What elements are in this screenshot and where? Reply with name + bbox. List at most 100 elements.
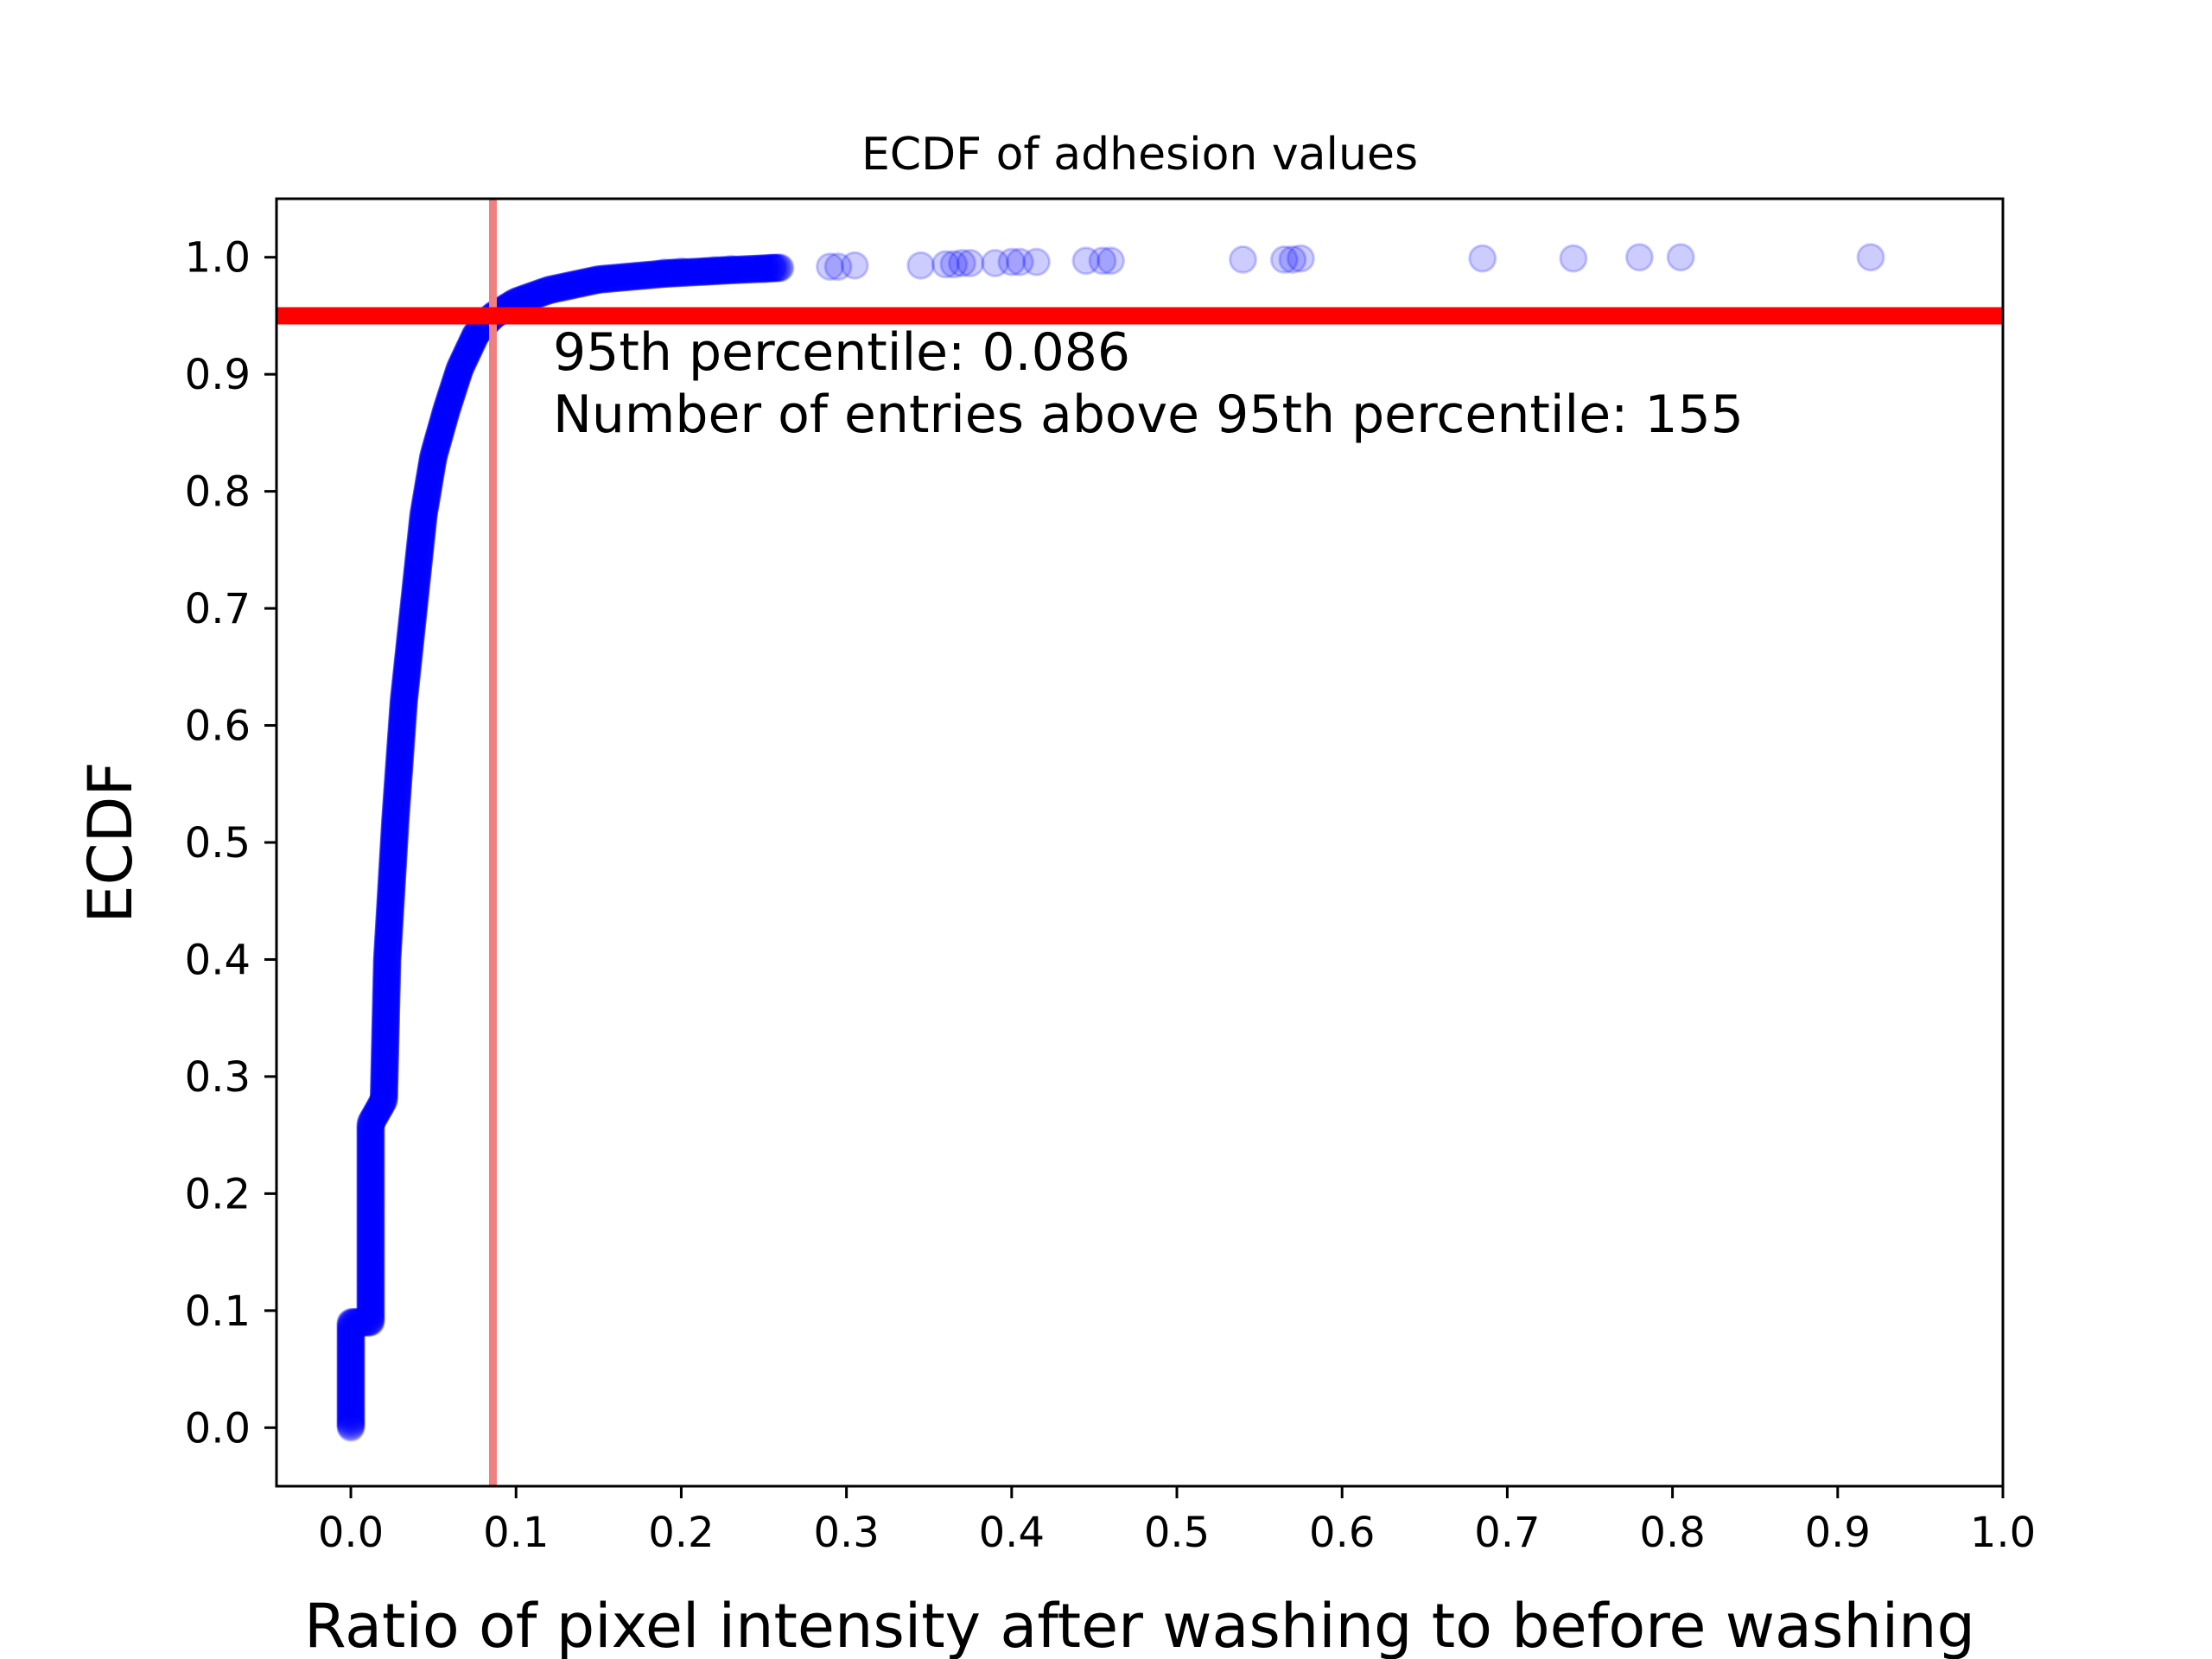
ecdf-point [336,1406,365,1435]
ecdf-point [336,1311,365,1340]
ecdf-point [378,840,408,869]
ecdf-point [356,1200,385,1230]
ecdf-point [738,254,767,283]
ecdf-point [416,459,445,488]
ecdf-point [394,639,423,669]
ecdf-point [356,1288,385,1318]
ecdf-point [624,261,653,290]
ecdf-point [696,257,726,286]
ecdf-point [395,634,424,664]
ecdf-point [1559,244,1588,273]
ecdf-point [356,1154,385,1184]
ecdf-point [356,1173,385,1203]
ecdf-point [371,1016,400,1046]
ecdf-point [410,489,440,518]
ecdf-point [356,1118,385,1147]
ecdf-point [378,851,407,880]
ecdf-point [407,522,436,551]
ecdf-point [602,264,632,293]
ecdf-point [336,1403,365,1433]
axes: 0.0 0.1 0.2 0.3 0.4 0.5 0.6 0.7 0.8 0.9 1.0 0.0 0.1 0… [185,234,2037,1557]
ecdf-point [370,1064,399,1093]
ecdf-point [336,1317,365,1346]
ecdf-point [691,257,721,286]
ecdf-point [380,812,410,842]
ecdf-point [389,691,418,721]
ecdf-point [733,255,762,284]
ecdf-point [369,1080,398,1109]
ecdf-point [371,1018,400,1047]
ecdf-point [594,264,623,293]
ecdf-point [448,349,477,378]
ecdf-point [760,253,790,283]
ecdf-point [541,274,570,303]
ecdf-point [399,589,429,619]
ecdf-point [419,440,448,469]
ecdf-point [380,821,410,850]
ecdf-point [615,262,645,291]
ecdf-point [584,264,613,294]
ecdf-point [365,1092,395,1122]
ecdf-point [336,1387,365,1416]
ecdf-point [444,358,474,387]
ecdf-point [419,442,448,471]
ecdf-point [377,879,406,908]
ecdf-point [356,1166,385,1196]
ecdf-point [656,258,685,288]
ecdf-point [393,648,423,677]
ecdf-point [376,884,405,913]
ecdf-point [377,876,406,906]
ecdf-point [356,1136,385,1166]
ecdf-point [336,1356,365,1385]
ecdf-point [380,814,410,843]
ecdf-point [381,802,410,831]
ecdf-point [426,416,455,445]
ecdf-point [388,698,417,728]
ecdf-point [385,744,415,773]
ecdf-point [336,1347,365,1376]
ecdf-point [423,429,452,458]
ecdf-point [387,718,416,747]
ecdf-point [382,792,411,822]
ecdf-point [391,664,421,694]
ecdf-point [405,534,435,563]
ecdf-point [442,363,472,392]
ecdf-point [356,1166,385,1195]
ecdf-point [336,1331,365,1360]
ecdf-point [376,887,405,917]
x-tick-label: 0.0 [318,1509,384,1557]
ecdf-point [356,1205,385,1235]
ecdf-point [661,258,690,288]
ecdf-point [356,1266,385,1295]
x-tick-label: 0.6 [1309,1509,1375,1557]
ecdf-point [380,817,410,846]
ecdf-point [372,997,401,1027]
ecdf-point [404,542,434,571]
ecdf-point [372,1000,401,1029]
ecdf-point [540,274,569,303]
ecdf-point [1856,243,1885,272]
ecdf-point [744,254,773,283]
ecdf-point [356,1204,385,1233]
ecdf-point [404,543,434,573]
ecdf-point [457,328,486,358]
ecdf-point [666,257,696,286]
ecdf-point [527,278,556,308]
ecdf-point [378,854,407,883]
ecdf-point [372,960,402,989]
ecdf-point [356,1138,385,1167]
ecdf-point [356,1283,385,1313]
ecdf-point [749,254,779,283]
ecdf-point [392,658,422,688]
ecdf-point [378,853,407,882]
ecdf-point [371,1023,400,1052]
ecdf-point [657,258,686,288]
ecdf-point [423,426,453,455]
ecdf-point [356,1242,385,1271]
ecdf-point [356,1182,385,1211]
ecdf-point [384,767,413,797]
ecdf-point [437,379,467,409]
ecdf-point [372,993,401,1022]
ecdf-point [379,832,409,861]
ecdf-point [456,329,486,359]
